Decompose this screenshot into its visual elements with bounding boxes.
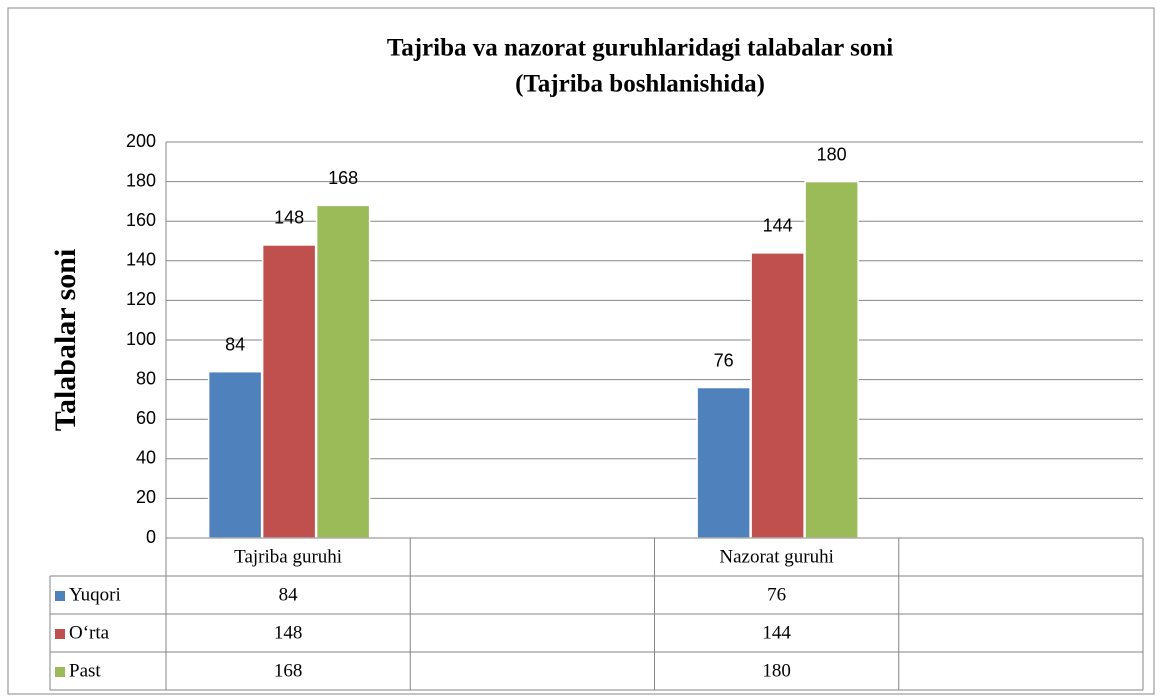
- y-tick-label: 120: [126, 289, 156, 309]
- bar: [750, 252, 805, 539]
- legend-swatch: [55, 629, 65, 639]
- y-tick-label: 0: [146, 527, 156, 547]
- chart-subtitle: (Tajriba boshlanishida): [515, 71, 765, 98]
- y-tick-label: 140: [126, 250, 156, 270]
- y-tick-label: 100: [126, 329, 156, 349]
- bar: [315, 204, 371, 539]
- y-tick-label: 20: [136, 487, 156, 507]
- y-tick-label: 80: [136, 368, 156, 388]
- table-header: Nazorat guruhi: [719, 546, 833, 567]
- y-tick-label: 60: [136, 408, 156, 428]
- bar: [207, 370, 263, 539]
- data-label: 168: [328, 168, 358, 188]
- legend-label: O‘rta: [69, 622, 110, 643]
- bar: [261, 244, 317, 539]
- legend-swatch: [55, 591, 65, 601]
- y-axis-label: Talabalar soni: [49, 249, 82, 432]
- chart-title: Tajriba va nazorat guruhlaridagi talabal…: [387, 35, 893, 62]
- data-label: 76: [714, 350, 734, 370]
- bar: [804, 180, 859, 539]
- y-tick-label: 40: [136, 448, 156, 468]
- chart-border: [7, 7, 1155, 695]
- y-tick-label: 160: [126, 210, 156, 230]
- legend-label: Yuqori: [69, 584, 121, 605]
- table-header: Tajriba guruhi: [234, 546, 342, 567]
- data-label: 148: [274, 208, 304, 228]
- table-cell: 84: [279, 584, 299, 605]
- bar: [696, 386, 751, 539]
- legend-swatch: [55, 667, 65, 677]
- y-tick-label: 180: [126, 170, 156, 190]
- y-tick-label: 200: [126, 131, 156, 151]
- data-label: 180: [817, 144, 847, 164]
- data-label: 144: [763, 216, 793, 236]
- table-cell: 76: [767, 584, 786, 605]
- table-cell: 144: [762, 622, 791, 643]
- data-label: 84: [225, 334, 245, 354]
- table-cell: 148: [274, 622, 303, 643]
- table-cell: 168: [274, 660, 303, 681]
- table-cell: 180: [762, 660, 791, 681]
- legend-label: Past: [69, 660, 101, 681]
